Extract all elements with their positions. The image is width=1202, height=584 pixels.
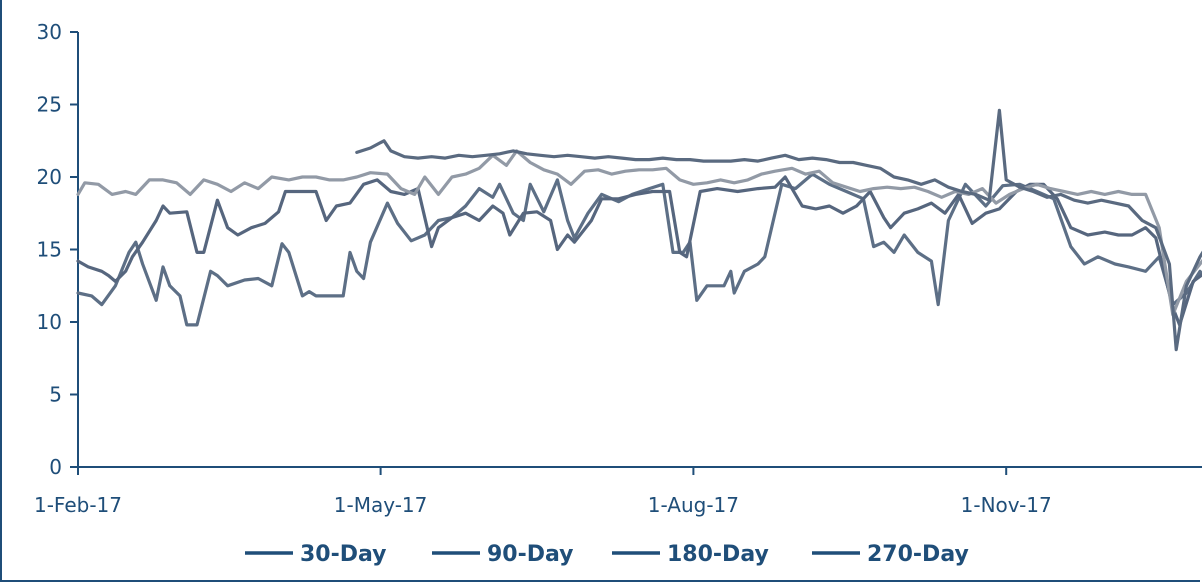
y-tick-label: 10: [37, 310, 62, 334]
y-tick-label: 5: [49, 383, 62, 407]
y-tick-label: 20: [37, 165, 62, 189]
series-line-270-day: [355, 108, 1202, 352]
legend-label: 30-Day: [300, 542, 387, 567]
legend: 30-Day 90-Day 180-Day 270-Day: [245, 542, 969, 567]
y-tick-label: 30: [37, 20, 62, 44]
x-tick-label: 1-Nov-17: [961, 493, 1052, 517]
legend-label: 90-Day: [487, 542, 574, 567]
series-lines: [76, 108, 1202, 352]
y-tick-label: 25: [37, 93, 62, 117]
series-line-90-day: [76, 175, 1202, 327]
x-tick-label: 1-May-17: [334, 493, 428, 517]
series-line-30-day: [76, 172, 1202, 327]
legend-label: 180-Day: [667, 542, 769, 567]
x-tick-label: 1-Aug-17: [648, 493, 739, 517]
axes: 0 5 10 15 20 25 30 1-Feb-17 1-May-17 1-Aug-17 1-No…: [34, 20, 1202, 517]
series-line-180-day: [76, 149, 1202, 317]
x-tick-label: 1-Feb-17: [34, 493, 122, 517]
y-tick-label: 0: [49, 455, 62, 479]
y-tick-label: 15: [37, 238, 62, 262]
legend-label: 270-Day: [867, 542, 969, 567]
